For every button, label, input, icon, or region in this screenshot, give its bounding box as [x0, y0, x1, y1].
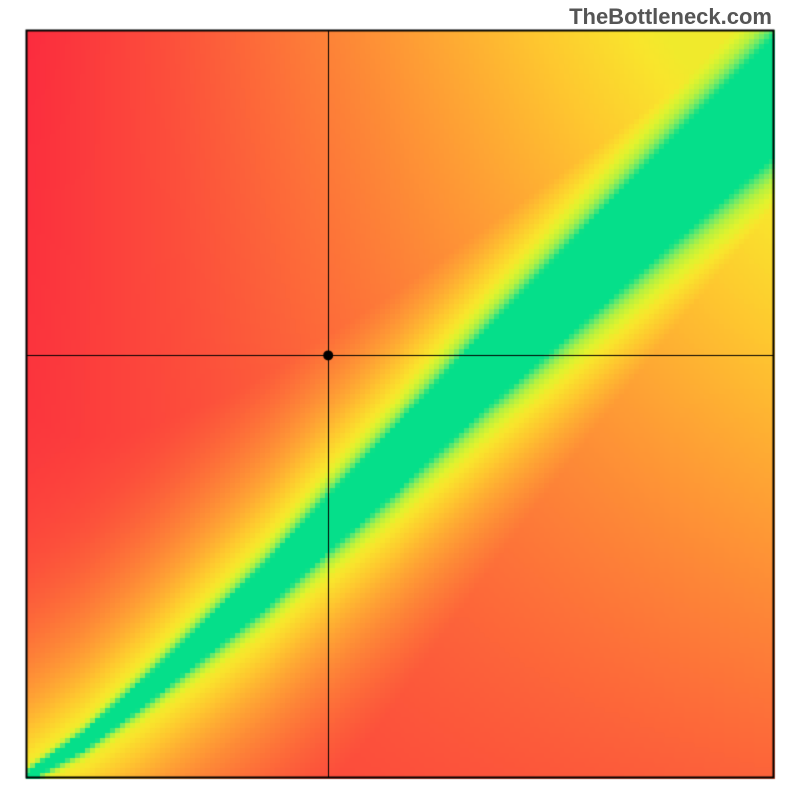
watermark-text: TheBottleneck.com: [569, 4, 772, 30]
heatmap-canvas: [0, 0, 800, 800]
chart-container: TheBottleneck.com: [0, 0, 800, 800]
